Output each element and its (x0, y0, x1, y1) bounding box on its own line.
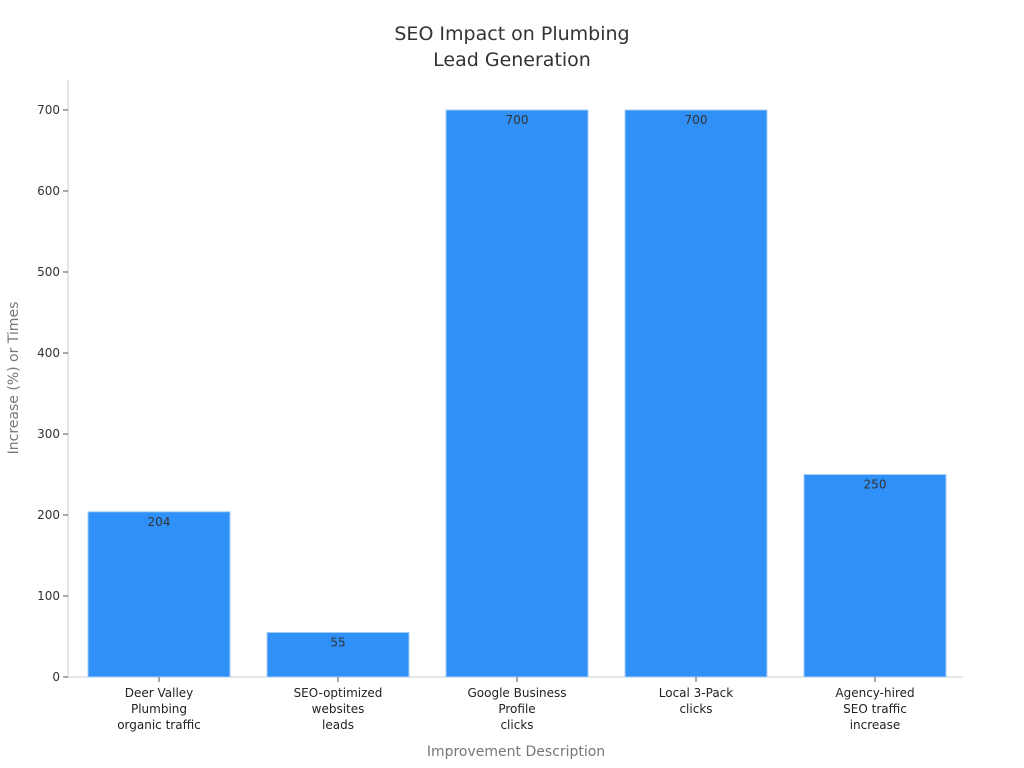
bar (266, 631, 410, 678)
y-tick-label: 100 (37, 589, 60, 603)
x-tick-label: SEO-optimized (294, 686, 383, 700)
y-tick-label: 600 (37, 184, 60, 198)
bar (87, 511, 231, 678)
bar-data-label: 250 (864, 478, 887, 492)
y-axis-ticks: 0 100 200 300 400 500 600 700 (37, 103, 68, 684)
y-tick-label: 400 (37, 346, 60, 360)
bar-data-label: 204 (148, 515, 171, 529)
x-tick-label: SEO traffic (843, 702, 907, 716)
x-tick-label: websites (312, 702, 365, 716)
x-axis-ticks: Deer Valley Plumbing organic traffic SEO-op… (117, 677, 915, 732)
x-tick-label: increase (850, 718, 901, 732)
bar (803, 474, 947, 678)
x-tick-label: Google Business (467, 686, 566, 700)
x-tick-label: leads (322, 718, 354, 732)
x-tick-label: Agency-hired (835, 686, 914, 700)
bars-group: 204 55 700 700 250 (87, 109, 947, 678)
y-tick-label: 200 (37, 508, 60, 522)
y-tick-label: 0 (52, 670, 60, 684)
x-axis-title: Improvement Description (427, 744, 605, 760)
y-tick-label: 700 (37, 103, 60, 117)
chart-title-line-1: SEO Impact on Plumbing (394, 23, 629, 45)
bar-data-label: 55 (330, 635, 345, 649)
y-tick-label: 500 (37, 265, 60, 279)
bar-data-label: 700 (506, 113, 529, 127)
x-tick-label: Plumbing (131, 702, 187, 716)
x-tick-label: Deer Valley (125, 686, 194, 700)
x-tick-label: Profile (498, 702, 535, 716)
x-tick-label: organic traffic (117, 718, 201, 732)
bar-data-label: 700 (685, 113, 708, 127)
y-tick-label: 300 (37, 427, 60, 441)
y-axis-title: Increase (%) or Times (6, 302, 22, 455)
x-tick-label: clicks (679, 702, 712, 716)
x-tick-label: clicks (500, 718, 533, 732)
chart-title-line-2: Lead Generation (433, 49, 591, 71)
bar (445, 109, 589, 678)
x-tick-label: Local 3-Pack (659, 686, 734, 700)
bar (624, 109, 768, 678)
